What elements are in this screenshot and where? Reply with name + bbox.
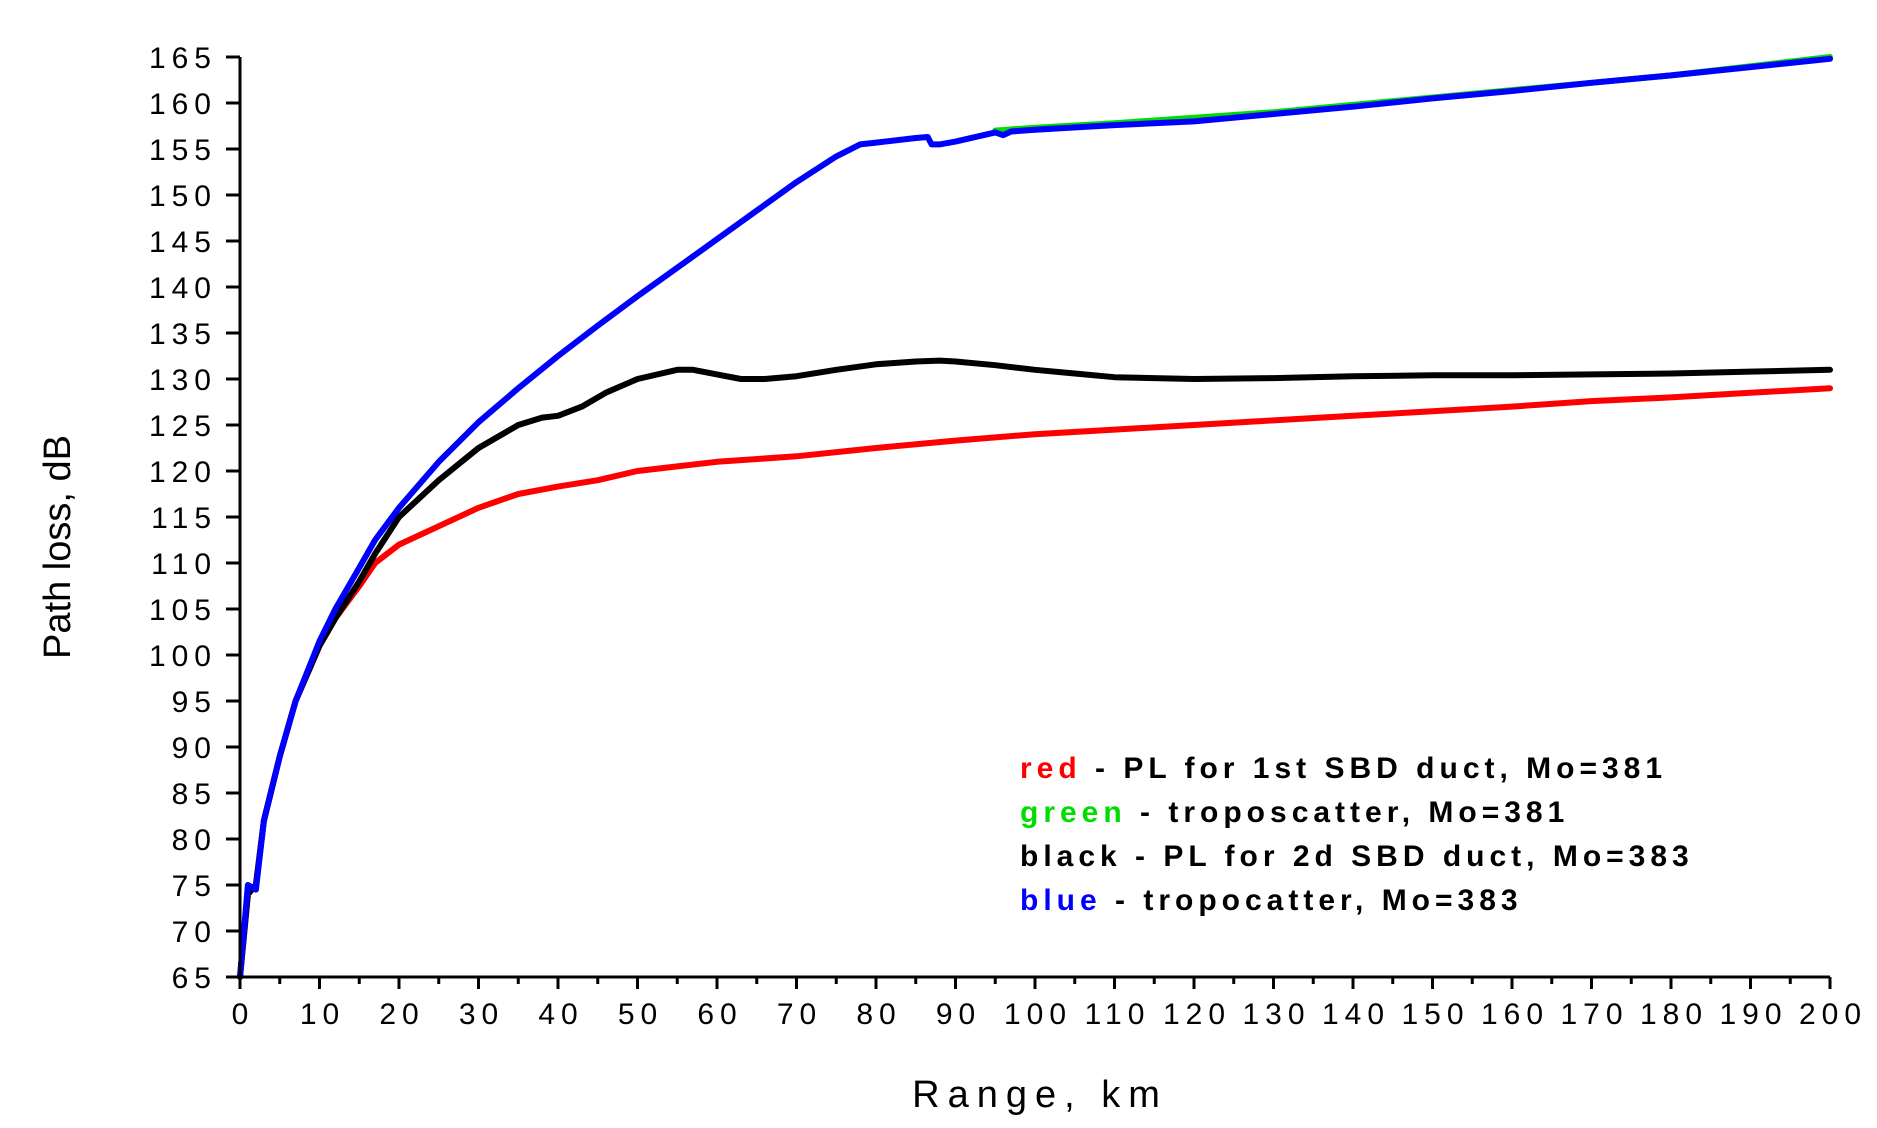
y-axis-title: Path loss, dB (37, 435, 79, 659)
legend-description: - PL for 2d SBD duct, Mo=383 (1122, 840, 1694, 873)
y-tick-label: 120 (149, 456, 217, 489)
y-tick-label: 80 (172, 824, 217, 857)
y-tick-label: 155 (149, 134, 217, 167)
y-tick-label: 145 (149, 226, 217, 259)
y-tick-label: 75 (172, 870, 217, 903)
legend-key: black (1020, 840, 1122, 873)
x-tick-label: 170 (1560, 998, 1628, 1031)
y-tick-label: 70 (172, 916, 217, 949)
y-tick-label: 165 (149, 42, 217, 75)
x-tick-label: 160 (1481, 998, 1549, 1031)
x-tick-label: 180 (1640, 998, 1708, 1031)
y-tick-label: 115 (151, 502, 217, 535)
legend-key: red (1020, 752, 1082, 785)
x-tick-label: 70 (777, 998, 822, 1031)
y-tick-label: 85 (172, 778, 217, 811)
y-tick-label: 100 (149, 640, 217, 673)
x-tick-label: 190 (1719, 998, 1787, 1031)
x-tick-label: 20 (379, 998, 424, 1031)
x-tick-label: 130 (1242, 998, 1310, 1031)
y-tick-label: 160 (149, 88, 217, 121)
y-tick-label: 150 (149, 180, 217, 213)
x-tick-label: 10 (300, 998, 345, 1031)
legend: red - PL for 1st SBD duct, Mo=381 green -… (1020, 752, 1694, 917)
y-tick-label: 65 (172, 962, 217, 995)
x-tick-label: 50 (618, 998, 663, 1031)
series-line-4 (237, 55, 1833, 980)
legend-entry-green: green - troposcatter, Mo=381 (1020, 796, 1569, 829)
x-axis-title: Range, km (912, 1074, 1168, 1116)
x-tick-label: 100 (1004, 998, 1072, 1031)
axes (238, 57, 1830, 979)
legend-entry-black: black - PL for 2d SBD duct, Mo=383 (1020, 840, 1694, 873)
legend-key: blue (1020, 884, 1102, 917)
x-tick-label: 150 (1401, 998, 1469, 1031)
legend-entry-red: red - PL for 1st SBD duct, Mo=381 (1020, 752, 1667, 785)
y-tick-label: 135 (149, 318, 217, 351)
legend-key: green (1020, 796, 1127, 829)
tick-labels: 0 10 20 30 40 50 60 70 80 90 100 110 120 130 140 150 160… (149, 42, 1867, 1031)
legend-description: - PL for 1st SBD duct, Mo=381 (1082, 752, 1667, 785)
y-tick-label: 110 (151, 548, 217, 581)
series-layer (237, 54, 1833, 980)
x-tick-label: 30 (459, 998, 504, 1031)
x-tick-label: 110 (1085, 998, 1151, 1031)
x-tick-label: 90 (936, 998, 981, 1031)
x-tick-label: 140 (1322, 998, 1390, 1031)
y-tick-label: 105 (149, 594, 217, 627)
y-tick-label: 90 (172, 732, 217, 765)
series-line-2 (992, 54, 1833, 134)
x-tick-label: 120 (1163, 998, 1231, 1031)
x-tick-label: 0 (232, 998, 255, 1031)
x-tick-label: 200 (1799, 998, 1867, 1031)
y-tick-label: 125 (149, 410, 217, 443)
y-tick-label: 140 (149, 272, 217, 305)
y-tick-label: 95 (172, 686, 217, 719)
legend-description: - tropocatter, Mo=383 (1102, 884, 1523, 917)
x-tick-label: 40 (538, 998, 583, 1031)
y-tick-label: 130 (149, 364, 217, 397)
legend-description: - troposcatter, Mo=381 (1127, 796, 1570, 829)
ticks (226, 55, 1832, 989)
x-tick-label: 60 (697, 998, 742, 1031)
legend-entry-blue: blue - tropocatter, Mo=383 (1020, 884, 1523, 917)
series-line-3 (237, 357, 1833, 980)
x-tick-label: 80 (856, 998, 901, 1031)
